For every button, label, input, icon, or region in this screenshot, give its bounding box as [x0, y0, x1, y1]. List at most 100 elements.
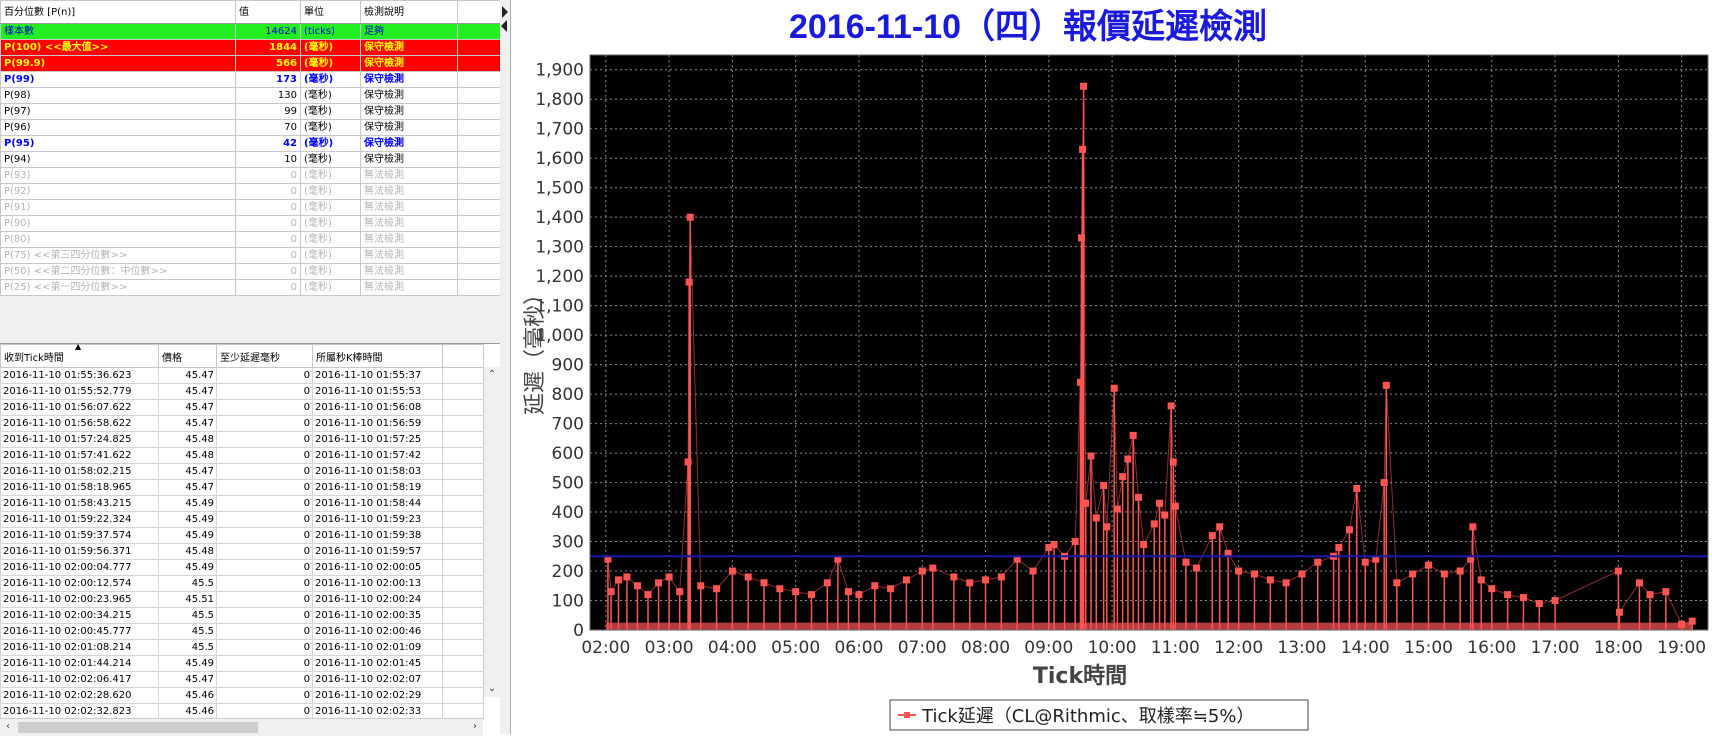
- percentile-value: 1844: [235, 39, 301, 56]
- horizontal-scroll-thumb[interactable]: [18, 722, 258, 733]
- tick-row[interactable]: 2016-11-10 02:02:06.417 45.47 0 2016-11-10 …: [0, 671, 484, 688]
- col-header-bar-time[interactable]: 所屬秒K棒時間: [312, 344, 443, 368]
- scroll-left-icon[interactable]: ‹: [6, 721, 10, 732]
- col-header-percentile[interactable]: 百分位數 [P(n)]: [0, 0, 236, 24]
- percentile-blank: [457, 55, 501, 72]
- percentile-blank: [457, 23, 501, 40]
- tick-price-cell: 45.47: [158, 415, 217, 432]
- percentile-row[interactable]: P(99.9) 566 (毫秒) 保守檢測: [0, 55, 501, 72]
- percentile-row[interactable]: P(95) 42 (毫秒) 保守檢測: [0, 135, 501, 152]
- percentile-note: 保守檢測: [360, 119, 458, 136]
- tick-time-cell: 2016-11-10 01:58:02.215: [0, 463, 159, 480]
- percentile-value: 0: [235, 199, 301, 216]
- tick-row[interactable]: 2016-11-10 02:00:04.777 45.49 0 2016-11-10 …: [0, 559, 484, 576]
- tick-delay-cell: 0: [216, 447, 313, 464]
- vertical-scrollbar[interactable]: ⌃ ⌄: [483, 367, 501, 697]
- col-header-delay[interactable]: 至少延遲毫秒: [216, 344, 313, 368]
- tick-row[interactable]: 2016-11-10 01:57:24.825 45.48 0 2016-11-10 …: [0, 431, 484, 448]
- percentile-row[interactable]: P(100) <<最大值>> 1844 (毫秒) 保守檢測: [0, 39, 501, 56]
- percentile-row[interactable]: P(90) 0 (毫秒) 無法檢測: [0, 215, 501, 232]
- tick-table-header: 收到Tick時間 ▲ 價格 至少延遲毫秒 所屬秒K棒時間: [0, 342, 484, 368]
- tick-row[interactable]: 2016-11-10 01:59:37.574 45.49 0 2016-11-10 …: [0, 527, 484, 544]
- tick-row[interactable]: 2016-11-10 02:00:12.574 45.5 0 2016-11-10 0…: [0, 575, 484, 592]
- horizontal-scrollbar[interactable]: ‹ ›: [0, 718, 483, 736]
- tick-row[interactable]: 2016-11-10 02:01:44.214 45.49 0 2016-11-10 …: [0, 655, 484, 672]
- tick-row[interactable]: 2016-11-10 01:56:07.622 45.47 0 2016-11-10 …: [0, 399, 484, 416]
- tick-row[interactable]: 2016-11-10 01:58:18.965 45.47 0 2016-11-10 …: [0, 479, 484, 496]
- percentile-value: 70: [235, 119, 301, 136]
- percentile-row[interactable]: P(80) 0 (毫秒) 無法檢測: [0, 231, 501, 248]
- percentile-row[interactable]: P(99) 173 (毫秒) 保守檢測: [0, 71, 501, 88]
- tick-delay-cell: 0: [216, 367, 313, 384]
- tick-blank-cell: [442, 463, 484, 480]
- y-tick-label: 1,000: [535, 326, 584, 346]
- percentile-unit: (毫秒): [300, 71, 361, 88]
- tick-row[interactable]: 2016-11-10 01:59:22.324 45.49 0 2016-11-10 …: [0, 511, 484, 528]
- tick-row[interactable]: 2016-11-10 02:00:34.215 45.5 0 2016-11-10 0…: [0, 607, 484, 624]
- x-tick-label: 04:00: [708, 638, 757, 658]
- percentile-row[interactable]: P(98) 130 (毫秒) 保守檢測: [0, 87, 501, 104]
- tick-row[interactable]: 2016-11-10 02:01:08.214 45.5 0 2016-11-10 0…: [0, 639, 484, 656]
- percentile-row[interactable]: P(92) 0 (毫秒) 無法檢測: [0, 183, 501, 200]
- tick-time-cell: 2016-11-10 02:02:06.417: [0, 671, 159, 688]
- tick-bar-time-cell: 2016-11-10 01:57:42: [312, 447, 443, 464]
- scroll-down-icon[interactable]: ⌄: [487, 683, 497, 694]
- percentile-blank: [457, 247, 501, 264]
- percentile-table: 百分位數 [P(n)] 值 單位 檢測說明 樣本數 14624 (ticks) 足夠 P…: [0, 0, 501, 296]
- scroll-right-icon[interactable]: ›: [473, 721, 477, 732]
- tick-row[interactable]: 2016-11-10 02:00:45.777 45.5 0 2016-11-10 0…: [0, 623, 484, 640]
- scroll-up-icon[interactable]: ⌃: [487, 369, 497, 380]
- tick-price-cell: 45.49: [158, 655, 217, 672]
- tick-row[interactable]: 2016-11-10 02:00:23.965 45.51 0 2016-11-10 …: [0, 591, 484, 608]
- percentile-unit: (毫秒): [300, 247, 361, 264]
- tick-row[interactable]: 2016-11-10 01:56:58.622 45.47 0 2016-11-10 …: [0, 415, 484, 432]
- col-header-tick-time[interactable]: 收到Tick時間 ▲: [0, 342, 159, 368]
- percentile-row[interactable]: P(93) 0 (毫秒) 無法檢測: [0, 167, 501, 184]
- plot-area: 0 100 200 300 400 500 600 700 800 900 1,000 1,100 1,…: [535, 54, 1709, 658]
- percentile-note: 足夠: [360, 23, 458, 40]
- tick-row[interactable]: 2016-11-10 01:59:56.371 45.48 0 2016-11-10 …: [0, 543, 484, 560]
- series-baseline-band: [605, 622, 1693, 630]
- tick-row[interactable]: 2016-11-10 01:58:43.215 45.49 0 2016-11-10 …: [0, 495, 484, 512]
- tick-bar-time-cell: 2016-11-10 01:56:08: [312, 399, 443, 416]
- x-tick-label: 02:00: [581, 638, 630, 658]
- col-header-value[interactable]: 值: [235, 0, 301, 24]
- tick-bar-time-cell: 2016-11-10 02:00:46: [312, 623, 443, 640]
- percentile-row[interactable]: 樣本數 14624 (ticks) 足夠: [0, 23, 501, 40]
- percentile-unit: (毫秒): [300, 199, 361, 216]
- percentile-row[interactable]: P(94) 10 (毫秒) 保守檢測: [0, 151, 501, 168]
- percentile-row[interactable]: P(75) <<第三四分位數>> 0 (毫秒) 無法檢測: [0, 247, 501, 264]
- percentile-row[interactable]: P(97) 99 (毫秒) 保守檢測: [0, 103, 501, 120]
- tick-row[interactable]: 2016-11-10 01:55:36.623 45.47 0 2016-11-10 …: [0, 367, 484, 384]
- percentile-unit: (毫秒): [300, 55, 361, 72]
- tick-delay-cell: 0: [216, 543, 313, 560]
- collapse-arrow-icon[interactable]: [502, 6, 508, 18]
- legend-box: [889, 699, 1309, 731]
- y-tick-label: 1,600: [535, 149, 584, 169]
- legend: Tick延遲（CL@Rithmic、取樣率≒5%）: [889, 699, 1309, 731]
- percentile-label: P(75) <<第三四分位數>>: [0, 247, 236, 264]
- legend-series-marker: [904, 712, 910, 718]
- tick-table: 收到Tick時間 ▲ 價格 至少延遲毫秒 所屬秒K棒時間 2016-11-10 …: [0, 342, 484, 720]
- percentile-blank: [457, 71, 501, 88]
- tick-row[interactable]: 2016-11-10 02:02:32.823 45.46 0 2016-11-10 …: [0, 703, 484, 720]
- splitter[interactable]: [500, 0, 511, 734]
- tick-row[interactable]: 2016-11-10 01:57:41.622 45.48 0 2016-11-10 …: [0, 447, 484, 464]
- col-header-price[interactable]: 價格: [158, 344, 217, 368]
- x-tick-label: 12:00: [1214, 638, 1263, 658]
- percentile-row[interactable]: P(96) 70 (毫秒) 保守檢測: [0, 119, 501, 136]
- tick-row[interactable]: 2016-11-10 01:55:52.779 45.47 0 2016-11-10 …: [0, 383, 484, 400]
- tick-row[interactable]: 2016-11-10 02:02:28.620 45.46 0 2016-11-10 …: [0, 687, 484, 704]
- tick-row[interactable]: 2016-11-10 01:58:02.215 45.47 0 2016-11-10 …: [0, 463, 484, 480]
- percentile-unit: (毫秒): [300, 119, 361, 136]
- col-header-unit[interactable]: 單位: [300, 0, 361, 24]
- percentile-row[interactable]: P(25) <<第一四分位數>> 0 (毫秒) 無法檢測: [0, 279, 501, 296]
- percentile-row[interactable]: P(91) 0 (毫秒) 無法檢測: [0, 199, 501, 216]
- col-header-note[interactable]: 檢測說明: [360, 0, 458, 24]
- tick-price-cell: 45.48: [158, 447, 217, 464]
- expand-arrow-icon[interactable]: [501, 20, 507, 32]
- tick-bar-time-cell: 2016-11-10 02:00:35: [312, 607, 443, 624]
- tick-time-cell: 2016-11-10 01:58:43.215: [0, 495, 159, 512]
- tick-time-cell: 2016-11-10 01:59:22.324: [0, 511, 159, 528]
- percentile-row[interactable]: P(50) <<第二四分位數：中位數>> 0 (毫秒) 無法檢測: [0, 263, 501, 280]
